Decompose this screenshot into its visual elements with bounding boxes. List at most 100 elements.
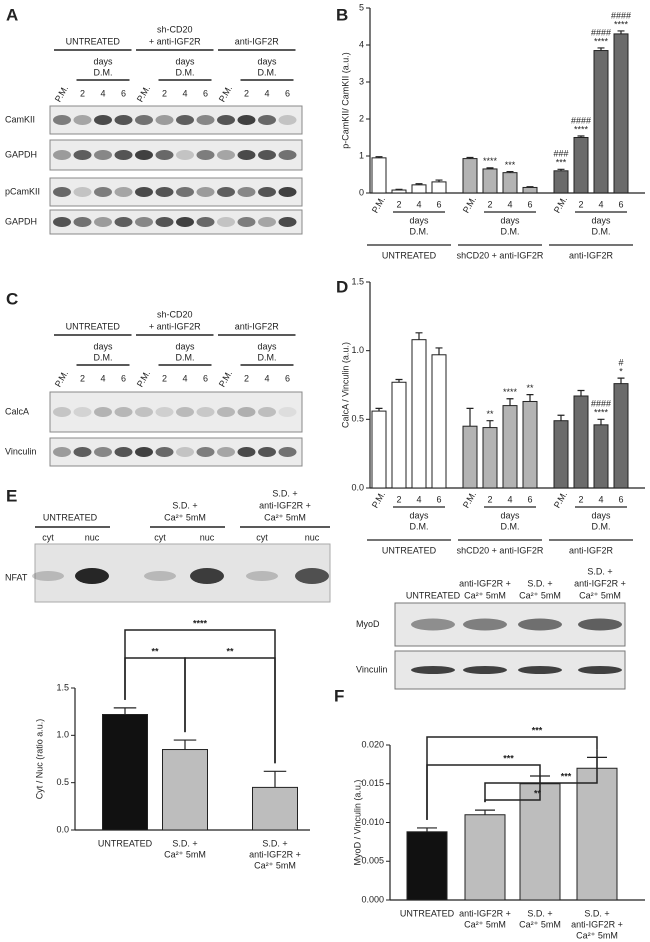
column-label: anti-IGF2R + (459, 578, 511, 588)
band (114, 150, 133, 160)
bar (576, 767, 618, 901)
error-bar (375, 156, 383, 158)
y-tick-label: 4 (359, 39, 364, 49)
x-tick-label: S.D. + (262, 838, 287, 848)
bar (573, 395, 589, 489)
row-label: CamKII (5, 114, 35, 124)
x-tick-label: 2 (578, 199, 583, 209)
lane-label: 2 (244, 88, 249, 98)
band (278, 150, 297, 160)
band (237, 447, 256, 457)
x-tick-label: 2 (578, 494, 583, 504)
x-tick-label: UNTREATED (98, 838, 153, 848)
bar (411, 184, 427, 194)
lane-label: 6 (203, 88, 208, 98)
x-tick-label: 4 (507, 199, 512, 209)
lane-label: 2 (80, 373, 85, 383)
lane-label: cyt (154, 532, 166, 542)
error-bar (597, 47, 605, 51)
lane-label: P.M. (135, 369, 152, 389)
significance: * (619, 367, 623, 377)
error-bar (506, 398, 514, 406)
band (135, 447, 153, 457)
x-tick-label: P.M. (461, 490, 478, 510)
significance: ** (226, 646, 234, 656)
band (196, 187, 215, 197)
x-tick-label: 6 (527, 199, 532, 209)
significance: # (618, 358, 623, 368)
bar (553, 170, 569, 194)
band (114, 115, 133, 125)
x-tick-label: 6 (618, 494, 623, 504)
days-label: days (257, 56, 277, 66)
x-tick-label: anti-IGF2R + (459, 908, 511, 918)
lane-label: P.M. (53, 369, 70, 389)
band (176, 115, 194, 125)
band (196, 115, 215, 125)
lane-label: 4 (182, 88, 187, 98)
lane-label: 2 (80, 88, 85, 98)
bar (522, 400, 538, 489)
significance: *** (505, 160, 516, 170)
y-tick-label: 0.0 (351, 482, 364, 492)
group-label: + anti-IGF2R (149, 321, 201, 331)
band (114, 187, 133, 197)
band (278, 407, 297, 417)
band (94, 150, 112, 160)
lane-label: P.M. (217, 84, 234, 104)
days-label: days (500, 510, 520, 520)
panel-letter: C (6, 289, 18, 308)
band (217, 447, 235, 457)
bar (593, 50, 609, 194)
bracket (484, 768, 541, 803)
y-axis-label: MyoD / Vinculin (a.u.) (352, 780, 362, 866)
lane-label: 6 (285, 373, 290, 383)
panel-letter: F (334, 686, 344, 705)
band (237, 407, 256, 417)
bracket (426, 764, 541, 820)
band (53, 150, 71, 160)
lane-label: 2 (162, 88, 167, 98)
band (53, 407, 71, 417)
y-tick-label: 1.0 (56, 730, 69, 740)
days-label: D.M. (258, 352, 277, 362)
error-bar (415, 183, 423, 185)
x-tick-label: 2 (487, 199, 492, 209)
y-axis-label: CalcA / Vinculin (a.u.) (340, 342, 350, 428)
days-label: days (500, 215, 520, 225)
band (53, 115, 71, 125)
band (258, 447, 276, 457)
lane-label: P.M. (217, 369, 234, 389)
band (246, 571, 278, 581)
band (196, 447, 215, 457)
group-label: S.D. + (172, 500, 197, 510)
bar (502, 405, 518, 489)
x-tick-label: 2 (396, 199, 401, 209)
band (578, 666, 622, 674)
x-tick-label: anti-IGF2R + (571, 919, 623, 929)
lane-label: 4 (264, 88, 269, 98)
group-label: sh-CD20 (157, 24, 193, 34)
y-tick-label: 2 (359, 113, 364, 123)
bar (431, 354, 447, 489)
days-label: days (409, 510, 429, 520)
band (73, 115, 92, 125)
column-label: Ca²⁺ 5mM (579, 590, 621, 600)
panel-letter: A (6, 5, 18, 24)
band (411, 618, 455, 631)
band (176, 217, 194, 227)
error-bar (617, 377, 625, 384)
y-tick-label: 1 (359, 150, 364, 160)
band (518, 666, 562, 674)
significance: **** (594, 408, 609, 418)
column-label: Ca²⁺ 5mM (464, 590, 506, 600)
group-label: + anti-IGF2R (149, 36, 201, 46)
days-label: D.M. (501, 521, 520, 531)
column-label: Ca²⁺ 5mM (519, 590, 561, 600)
row-label: Vinculin (5, 446, 36, 456)
bar (464, 814, 506, 901)
lane-label: 2 (244, 373, 249, 383)
column-label: anti-IGF2R + (574, 578, 626, 588)
group-label: Ca²⁺ 5mM (264, 512, 306, 522)
error-bar (506, 170, 514, 173)
